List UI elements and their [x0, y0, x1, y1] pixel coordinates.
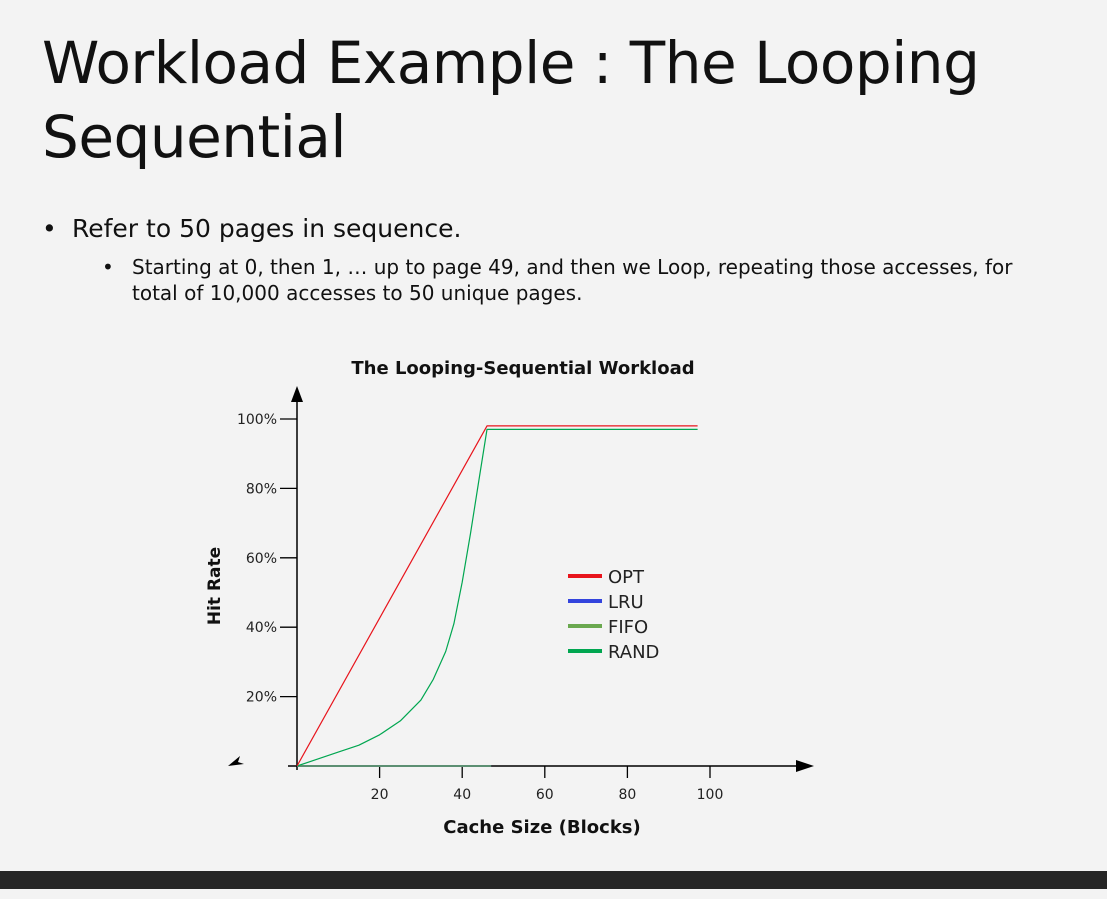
- slide-title: Workload Example : The Looping Sequentia…: [42, 29, 980, 171]
- y-tick-label: 20%: [246, 690, 277, 706]
- legend-label: FIFO: [608, 617, 648, 638]
- x-tick-label: 100: [697, 787, 724, 803]
- y-axis-label: Hit Rate: [205, 547, 225, 625]
- legend: OPT LRU FIFO RAND: [568, 567, 659, 663]
- bullet-list: Refer to 50 pages in sequence. Starting …: [42, 212, 1082, 306]
- y-axis-ticks: 20% 40% 60% 80% 100%: [237, 412, 297, 706]
- x-axis-arrow: [796, 760, 814, 772]
- y-tick-label: 60%: [246, 551, 277, 567]
- y-axis-arrow: [291, 386, 303, 402]
- legend-label: LRU: [608, 592, 644, 613]
- x-tick-label: 20: [371, 787, 389, 803]
- footer-bar: [0, 871, 1107, 889]
- legend-label: RAND: [608, 642, 659, 663]
- y-tick-label: 80%: [246, 481, 277, 497]
- y-tick-label: 100%: [237, 412, 277, 428]
- x-tick-label: 60: [536, 787, 554, 803]
- bullet-level2: Starting at 0, then 1, … up to page 49, …: [102, 254, 1052, 306]
- bullet-level1: Refer to 50 pages in sequence.: [42, 212, 1082, 246]
- chart-title: The Looping-Sequential Workload: [351, 358, 694, 379]
- x-axis-ticks: 20 40 60 80 100: [371, 766, 724, 803]
- series-line-opt: [296, 425, 698, 767]
- x-tick-label: 80: [618, 787, 636, 803]
- x-axis-label: Cache Size (Blocks): [443, 817, 640, 838]
- origin-arrow: [228, 756, 244, 766]
- y-tick-label: 40%: [246, 620, 277, 636]
- series-lines: [296, 425, 698, 767]
- series-line-rand: [296, 428, 698, 767]
- x-tick-label: 40: [453, 787, 471, 803]
- legend-label: OPT: [608, 567, 645, 588]
